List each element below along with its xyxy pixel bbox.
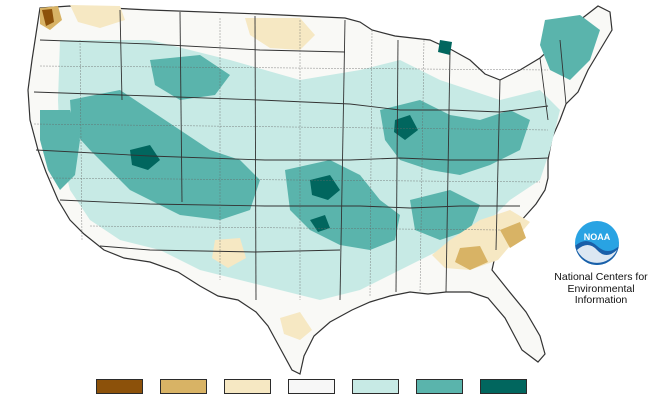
agency-name-line-3: Information xyxy=(574,294,628,306)
agency-name-line-2: Environmental xyxy=(567,282,635,295)
dry-areas xyxy=(40,5,530,340)
state-boundaries xyxy=(33,9,567,301)
agency-name: National Centers for Environmental Infor… xyxy=(552,271,650,307)
legend-swatch-3 xyxy=(224,379,271,394)
legend-swatch-5 xyxy=(352,379,399,394)
agency-name-line-1: National Centers for xyxy=(554,271,648,283)
color-legend xyxy=(96,379,527,396)
division-boundaries xyxy=(33,18,549,300)
legend-swatch-7 xyxy=(480,379,527,394)
legend-swatch-6 xyxy=(416,379,463,394)
noaa-logo-abbrev: NOAA xyxy=(584,232,611,242)
wet-areas xyxy=(40,15,600,300)
noaa-logo: NOAA xyxy=(574,220,620,266)
legend-swatch-2 xyxy=(160,379,207,394)
legend-swatch-4 xyxy=(288,379,335,394)
legend-swatch-1 xyxy=(96,379,143,394)
